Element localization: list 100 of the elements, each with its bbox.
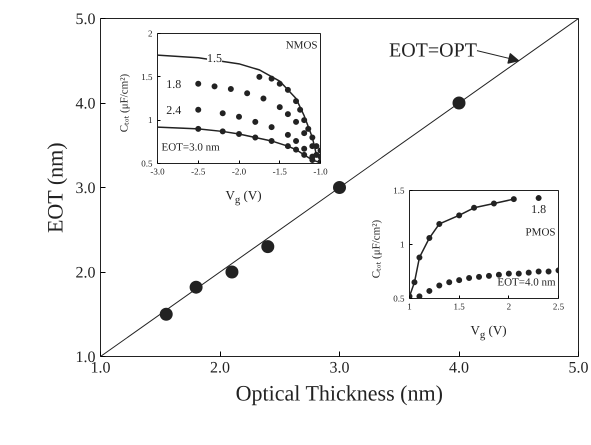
point (416, 293, 422, 298)
point (268, 138, 275, 144)
y-tick-label: 2.0 (76, 264, 96, 282)
annotation: 1.5 (207, 50, 222, 65)
x-tick-label: 1 (407, 302, 412, 312)
point (190, 280, 203, 294)
annotation: NMOS (286, 40, 318, 52)
point (456, 277, 462, 284)
x-tick-label: 2 (506, 302, 512, 312)
point (284, 111, 291, 118)
point (260, 96, 266, 102)
point (301, 117, 308, 124)
x-tick-label: -2.0 (232, 166, 247, 176)
point (284, 143, 291, 150)
annotation: 2.4 (166, 102, 182, 117)
point (301, 152, 308, 158)
annotation: PMOS (526, 226, 556, 238)
point (276, 104, 283, 110)
point (284, 132, 291, 138)
point (276, 80, 283, 87)
point (411, 279, 418, 286)
point (486, 272, 492, 279)
x-tick-label: -1.5 (272, 166, 288, 176)
point (293, 98, 300, 104)
point (195, 126, 202, 132)
point (536, 195, 542, 202)
x-tick-label: 5.0 (568, 360, 588, 376)
x-axis-title: V$_{g}$ (V) (470, 322, 507, 341)
point (436, 282, 442, 289)
point (220, 128, 226, 134)
x-tick-label: 1.5 (454, 302, 466, 312)
x-axis-title: V$_{g}$ (V) (225, 187, 262, 206)
point (466, 274, 472, 281)
y-tick-label: 4.0 (76, 96, 96, 112)
annotation: 1.8 (531, 202, 546, 216)
y-tick-label: 1.5 (141, 72, 153, 82)
point (333, 181, 346, 194)
point (436, 220, 442, 227)
y-tick-label: 3.0 (76, 180, 96, 197)
y-tick-label: 0.5 (393, 294, 405, 304)
point (293, 146, 300, 153)
y-tick-label: 1 (400, 240, 404, 250)
point (476, 274, 482, 280)
point (526, 270, 532, 276)
point (516, 270, 522, 277)
x-axis-title: Optical Thickness (nm) (236, 380, 443, 406)
x-tick-label: -3.0 (150, 166, 166, 176)
point (256, 74, 262, 80)
x-tick-label: 3.0 (330, 360, 350, 376)
y-tick-label: 0.5 (141, 158, 153, 168)
point (456, 212, 462, 218)
point (446, 279, 452, 286)
x-tick-label: 4.0 (449, 360, 469, 376)
point (490, 200, 497, 206)
point (252, 134, 258, 140)
y-tick-label: 2 (148, 28, 152, 38)
point (452, 96, 466, 110)
point (252, 118, 258, 125)
point (496, 272, 502, 278)
point (301, 130, 308, 136)
x-tick-label: 2.5 (552, 302, 565, 312)
point (244, 90, 250, 96)
point (416, 254, 422, 260)
y-tick-label: 5.0 (76, 11, 96, 28)
y-axis-title: Cₜₒₜ (μF/cm²) (118, 74, 130, 132)
point (471, 204, 478, 211)
point (284, 86, 291, 93)
point (546, 268, 552, 274)
point (195, 80, 202, 87)
x-tick-label: -2.5 (191, 166, 206, 176)
annotation: 1.8 (166, 76, 182, 91)
point (309, 134, 316, 140)
point (426, 235, 432, 242)
point (212, 83, 218, 90)
point (510, 196, 517, 202)
point (426, 288, 432, 294)
x-tick-label: -1.0 (313, 166, 328, 176)
point (160, 308, 173, 321)
point (268, 76, 275, 82)
point (293, 118, 300, 125)
point (195, 106, 202, 113)
point (228, 86, 234, 92)
point (293, 138, 300, 144)
point (536, 268, 542, 274)
point (225, 266, 238, 278)
point (506, 270, 512, 277)
annotation: EOT=3.0 nm (162, 142, 220, 154)
y-axis-title: Cₜₒₜ (μF/cm²) (370, 220, 382, 278)
point (301, 146, 308, 152)
point (297, 106, 304, 113)
y-axis-title: EOT (nm) (42, 142, 68, 234)
annotation: EOT=OPT (388, 40, 477, 62)
x-tick-label: 2.0 (210, 360, 230, 376)
point (236, 131, 242, 138)
point (268, 124, 275, 130)
y-tick-label: 1.5 (393, 186, 405, 196)
point (220, 110, 226, 116)
point (305, 126, 312, 132)
annotation: EOT=4.0 nm (497, 276, 556, 288)
point (261, 240, 274, 254)
